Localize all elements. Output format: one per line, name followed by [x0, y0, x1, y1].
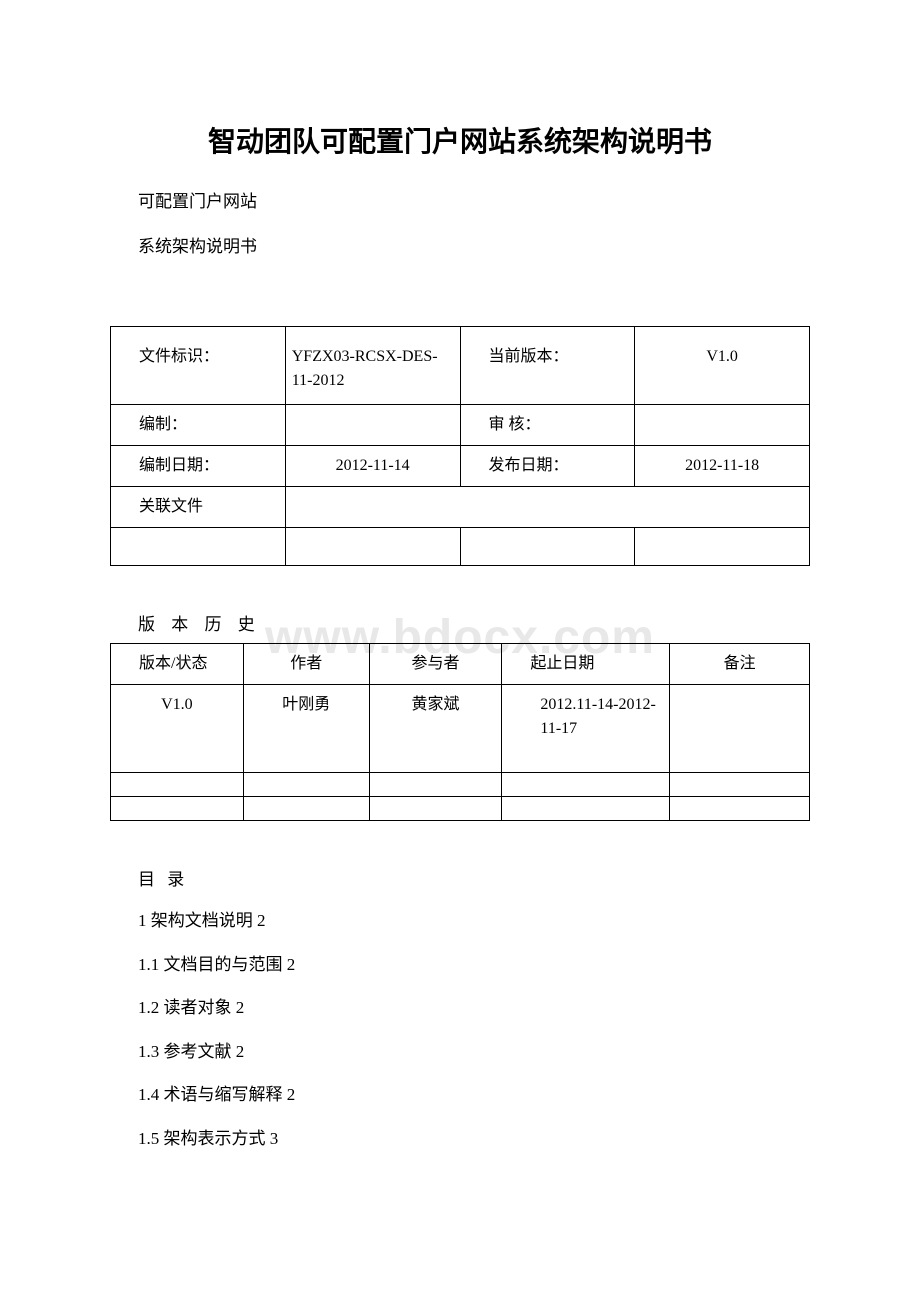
history-cell: 黄家斌 [369, 685, 502, 773]
history-cell-empty [670, 773, 810, 797]
info-value: 2012-11-14 [285, 446, 460, 487]
history-cell-empty [243, 797, 369, 821]
history-cell-empty [111, 797, 244, 821]
subtitle-line: 可配置门户网站 [138, 188, 810, 215]
info-table: 文件标识： YFZX03-RCSX-DES-11-2012 当前版本： V1.0… [110, 326, 810, 566]
toc-item: 1.3 参考文献 2 [138, 1039, 810, 1065]
document-title: 智动团队可配置门户网站系统架构说明书 [110, 120, 810, 160]
history-cell [670, 685, 810, 773]
version-history-heading: 版 本 历 史 [138, 610, 810, 635]
subtitle-line: 系统架构说明书 [138, 233, 810, 260]
history-cell-empty [369, 773, 502, 797]
toc-item: 1.5 架构表示方式 3 [138, 1126, 810, 1152]
info-label: 发布日期： [460, 446, 635, 487]
history-cell-empty [243, 773, 369, 797]
info-value [285, 487, 809, 528]
history-cell: 叶刚勇 [243, 685, 369, 773]
history-cell: V1.0 [111, 685, 244, 773]
toc-item: 1.1 文档目的与范围 2 [138, 952, 810, 978]
info-value: 2012-11-18 [635, 446, 810, 487]
info-label: 编制日期： [111, 446, 286, 487]
history-header: 作者 [243, 644, 369, 685]
history-cell-empty [670, 797, 810, 821]
toc-item: 1 架构文档说明 2 [138, 908, 810, 934]
info-cell-empty [285, 528, 460, 566]
history-table: 版本/状态 作者 参与者 起止日期 备注 V1.0 叶刚勇 黄家斌 2012.1… [110, 643, 810, 821]
history-header: 版本/状态 [111, 644, 244, 685]
toc-heading: 目 录 [138, 865, 810, 890]
history-header: 备注 [670, 644, 810, 685]
info-cell-empty [460, 528, 635, 566]
info-value [285, 405, 460, 446]
info-value: V1.0 [635, 327, 810, 405]
document-body: 智动团队可配置门户网站系统架构说明书 可配置门户网站 系统架构说明书 文件标识：… [110, 120, 810, 1151]
info-cell-empty [635, 528, 810, 566]
info-value: YFZX03-RCSX-DES-11-2012 [285, 327, 460, 405]
history-cell-empty [369, 797, 502, 821]
toc-item: 1.2 读者对象 2 [138, 995, 810, 1021]
history-cell: 2012.11-14-2012-11-17 [502, 685, 670, 773]
history-header: 起止日期 [502, 644, 670, 685]
history-cell-empty [502, 797, 670, 821]
toc-item: 1.4 术语与缩写解释 2 [138, 1082, 810, 1108]
info-label: 关联文件 [111, 487, 286, 528]
info-cell-empty [111, 528, 286, 566]
history-cell-empty [502, 773, 670, 797]
info-label: 文件标识： [111, 327, 286, 405]
info-value [635, 405, 810, 446]
history-cell-empty [111, 773, 244, 797]
info-label: 当前版本： [460, 327, 635, 405]
history-header: 参与者 [369, 644, 502, 685]
info-label: 审 核： [460, 405, 635, 446]
info-label: 编制： [111, 405, 286, 446]
